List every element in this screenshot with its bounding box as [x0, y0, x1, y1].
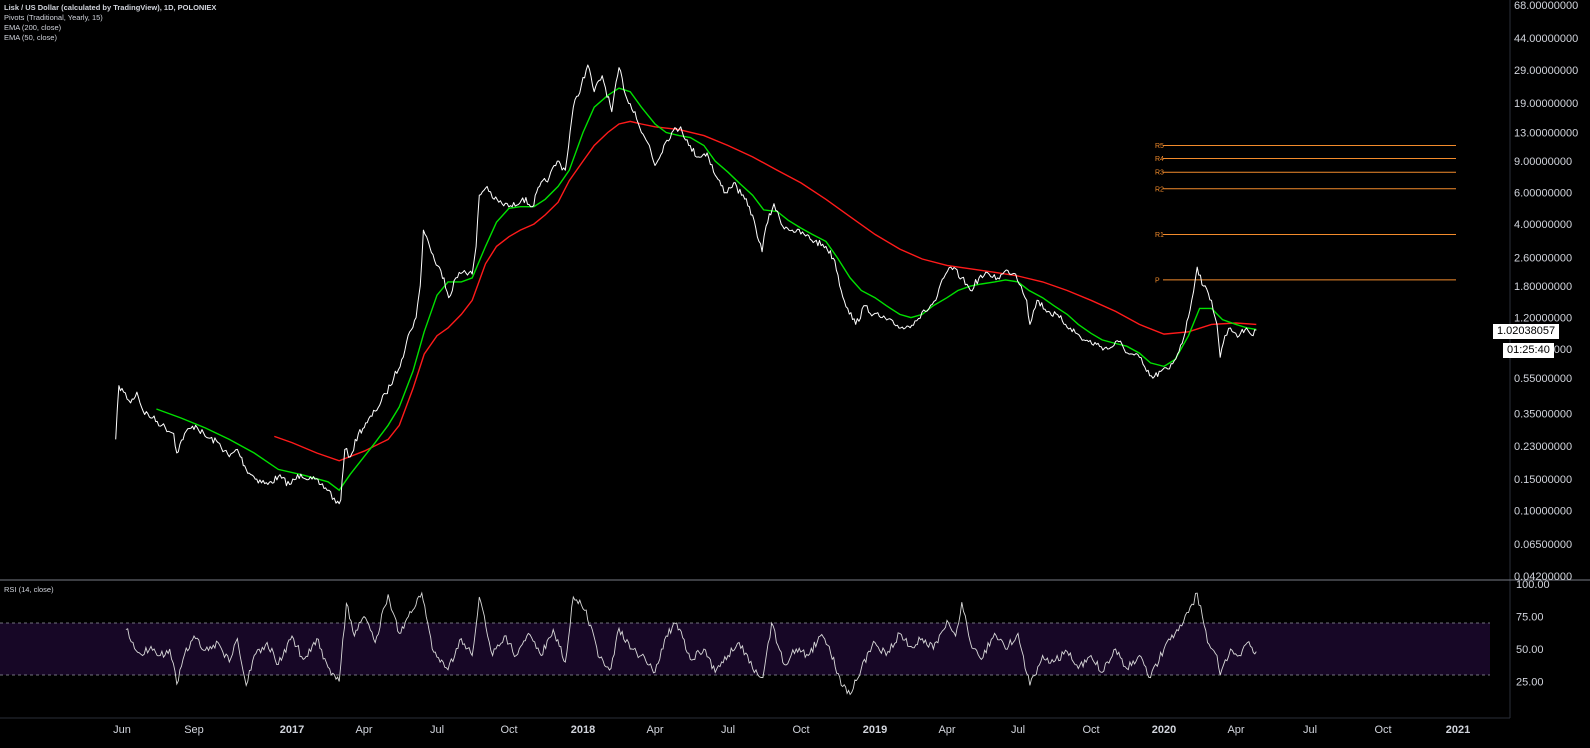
time-tick-label: Jul: [1303, 724, 1317, 736]
time-tick-label: Apr: [1227, 724, 1244, 736]
time-tick-label: 2020: [1152, 724, 1176, 736]
time-tick-label: Apr: [355, 724, 372, 736]
time-tick-label: Oct: [792, 724, 809, 736]
time-tick-label: 2017: [280, 724, 304, 736]
price-tick-label: 2.60000000: [1514, 253, 1572, 265]
price-tick-label: 0.10000000: [1514, 506, 1572, 518]
rsi-band-fill: [0, 623, 1490, 675]
price-tick-label: 0.23000000: [1514, 441, 1572, 453]
rsi-legend[interactable]: RSI (14, close): [4, 585, 54, 594]
axes: [0, 0, 1590, 719]
price-tick-label: 0.15000000: [1514, 474, 1572, 486]
time-tick-label: 2018: [571, 724, 595, 736]
price-tick-label: 4.00000000: [1514, 219, 1572, 231]
legend-symbol[interactable]: Lisk / US Dollar (calculated by TradingV…: [4, 3, 217, 12]
time-tick-label: Apr: [938, 724, 955, 736]
time-tick-label: Jun: [113, 724, 131, 736]
rsi-tick-label: 75.00: [1516, 612, 1544, 624]
ema-200-line: [274, 120, 1257, 462]
ema-50-path: [156, 87, 1257, 492]
price-tick-label: 13.00000000: [1514, 128, 1578, 140]
time-tick-label: Jul: [430, 724, 444, 736]
time-tick-label: Sep: [184, 724, 204, 736]
rsi-line: [125, 591, 1257, 696]
ema-200-path: [274, 120, 1257, 462]
time-tick-label: Oct: [1082, 724, 1099, 736]
price-tick-label: 6.00000000: [1514, 188, 1572, 200]
price-tick-label: 0.35000000: [1514, 408, 1572, 420]
time-tick-label: Jul: [1011, 724, 1025, 736]
pivot-label-r5: R5: [1155, 143, 1164, 150]
chart-legend: Lisk / US Dollar (calculated by TradingV…: [4, 3, 216, 43]
rsi-tick-label: 50.00: [1516, 644, 1544, 656]
pivot-label-r1: R1: [1155, 232, 1164, 239]
pivot-label-r4: R4: [1155, 156, 1164, 163]
time-tick-label: 2021: [1446, 724, 1470, 736]
legend-ema50[interactable]: EMA (50, close): [4, 33, 57, 42]
price-tick-label: 9.00000000: [1514, 156, 1572, 168]
rsi-axis-labels[interactable]: 100.00 75.00 50.00 25.00: [1516, 579, 1550, 689]
price-tick-label: 29.00000000: [1514, 65, 1578, 77]
pivot-label-p: P: [1155, 277, 1160, 284]
rsi-path: [125, 591, 1257, 696]
rsi-tick-label: 100.00: [1516, 579, 1550, 591]
price-tick-label: 0.06500000: [1514, 539, 1572, 551]
ema-50-line: [156, 87, 1257, 492]
price-tick-label: 19.00000000: [1514, 98, 1578, 110]
price-line: [115, 64, 1257, 505]
last-price-label: 1.02038057: [1493, 324, 1560, 339]
price-tick-label: 68.00000000: [1514, 0, 1578, 12]
time-tick-label: Apr: [646, 724, 663, 736]
time-tick-label: 2019: [863, 724, 887, 736]
time-tick-label: Oct: [500, 724, 517, 736]
legend-ema200[interactable]: EMA (200, close): [4, 23, 62, 32]
rsi-tick-label: 25.00: [1516, 677, 1544, 689]
pivot-label-r3: R3: [1155, 170, 1164, 177]
legend-pivots[interactable]: Pivots (Traditional, Yearly, 15): [4, 13, 103, 22]
time-axis-labels[interactable]: Jun Sep 2017 Apr Jul Oct 2018 Apr Jul Oct 2019 Apr J…: [113, 724, 1470, 736]
pivot-label-r2: R2: [1155, 186, 1164, 193]
time-tick-label: Oct: [1374, 724, 1391, 736]
price-tick-label: 0.04200000: [1514, 571, 1572, 583]
price-path: [115, 64, 1257, 505]
price-tick-label: 1.80000000: [1514, 281, 1572, 293]
rsi-band: [0, 622, 1490, 676]
pivot-levels: R5 R4 R3 R2 R1 P: [1155, 143, 1456, 284]
price-tick-label: 1.20000000: [1514, 313, 1572, 325]
price-tick-label: 44.00000000: [1514, 33, 1578, 45]
time-tick-label: Jul: [721, 724, 735, 736]
bar-countdown-label: 01:25:40: [1503, 343, 1554, 358]
price-tick-label: 0.55000000: [1514, 373, 1572, 385]
